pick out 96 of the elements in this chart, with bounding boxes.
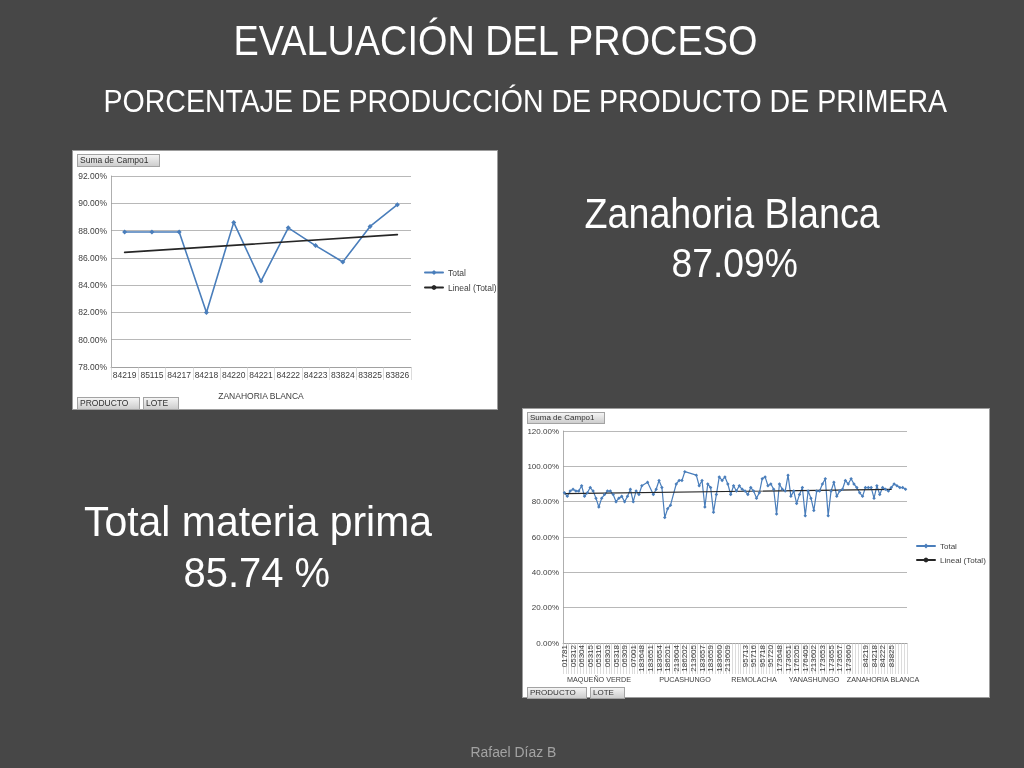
legend-label: Total	[940, 541, 958, 551]
x-tick-label: 95720	[766, 644, 776, 668]
x-tick-label: 173653	[817, 644, 827, 672]
x-tick-label: 173657	[835, 644, 845, 672]
x-tick-label: 176405	[800, 644, 810, 672]
annotation: REMOLACHA	[730, 675, 777, 684]
x-tick-label: 213605	[688, 644, 698, 672]
x-tick-label: 173648	[774, 644, 784, 672]
x-tick-label: 84221	[249, 369, 274, 380]
x-tick-label: 213602	[809, 644, 819, 672]
y-tick-label: 78.00%	[78, 362, 108, 372]
x-tick-label: 183660	[714, 644, 724, 672]
field-button: LOTE	[143, 397, 180, 410]
annotation: MAQUEÑO VERDE	[566, 675, 631, 684]
field-button: PRODUCTO	[77, 397, 140, 410]
x-tick-label: 01781	[559, 644, 569, 668]
x-tick-label: 06309	[620, 644, 630, 668]
point	[149, 229, 155, 235]
field-button: Suma de Campo1	[527, 412, 606, 424]
point	[122, 229, 128, 235]
y-tick-label: 90.00%	[78, 198, 108, 209]
x-tick-label: 183651	[645, 644, 655, 672]
field-button: PRODUCTO	[527, 687, 587, 699]
x-tick-label: 06304	[577, 644, 587, 668]
y-tick-label: 100.00%	[527, 461, 559, 471]
x-tick-label: 213604	[671, 644, 681, 672]
x-tick-label: 183654	[654, 644, 664, 672]
text: 85.74 %	[183, 548, 331, 596]
x-tick-label: 83825	[886, 644, 896, 668]
annotation: PUCASHUNGO	[659, 675, 711, 684]
legend-label: Total	[448, 267, 467, 278]
x-tick-label: 83826	[385, 369, 410, 380]
y-tick-label: 20.00%	[531, 603, 559, 613]
x-tick-label: 213609	[723, 644, 733, 672]
x-tick-label: 186201	[663, 644, 673, 672]
x-tick-label: 84222	[276, 369, 301, 380]
y-tick-label: 82.00%	[78, 307, 108, 318]
point	[340, 259, 346, 265]
point	[258, 278, 264, 284]
x-tick-label: 84219	[860, 644, 870, 668]
x-tick-label: 173655	[826, 644, 836, 672]
point	[285, 225, 291, 231]
text: PORCENTAJE DE PRODUCCIÓN DE PRODUCTO DE PRIMERA	[102, 84, 947, 119]
y-tick-label: 80.00%	[78, 334, 108, 345]
y-tick-label: 88.00%	[78, 225, 108, 236]
legend-label: Lineal (Total)	[940, 555, 987, 565]
annotation: YANASHUNGO	[788, 675, 840, 684]
y-tick-label: 86.00%	[78, 252, 108, 263]
y-tick-label: 0.00%	[536, 638, 559, 648]
y-tick-label: 84.00%	[78, 280, 108, 291]
x-tick-label: 183648	[637, 644, 647, 672]
x-tick-label: 183659	[706, 644, 716, 672]
x-tick-label: 95718	[757, 644, 767, 668]
text: EVALUACIÓN DEL PROCESO	[232, 16, 757, 65]
text: 87.09%	[671, 239, 798, 286]
point	[313, 243, 319, 249]
text: Rafael Díaz B	[469, 743, 556, 760]
x-tick-label: 173651	[783, 644, 793, 672]
point	[394, 202, 400, 208]
point	[176, 229, 182, 235]
text: Total materia prima	[84, 497, 433, 545]
x-tick-label: 83824	[331, 369, 355, 380]
x-tick-label: 186202	[680, 644, 690, 672]
point	[231, 219, 237, 225]
x-tick-label: 84217	[167, 369, 192, 380]
y-tick-label: 80.00%	[531, 497, 559, 507]
field-button: LOTE	[590, 687, 625, 699]
x-tick-label: 84222	[878, 644, 888, 668]
x-tick-label: 84223	[303, 369, 328, 380]
x-tick-label: 07001	[628, 644, 638, 668]
x-tick-label: 84218	[869, 644, 879, 668]
x-tick-label: 95716	[749, 644, 759, 668]
annotation: ZANAHORIA BLANCA	[846, 675, 919, 684]
x-tick-label: 05312	[568, 644, 578, 668]
y-tick-label: 120.00%	[527, 426, 559, 436]
x-tick-label: 84219	[112, 369, 137, 380]
point	[367, 223, 373, 229]
x-tick-label: 84220	[221, 369, 246, 380]
x-tick-label: 05316	[594, 644, 604, 668]
x-tick-label: 83825	[358, 369, 383, 380]
legend-label: Lineal (Total)	[448, 282, 497, 293]
y-tick-label: 92.00%	[78, 171, 108, 181]
y-tick-label: 60.00%	[531, 532, 559, 542]
x-tick-label: 176205	[792, 644, 802, 672]
x-tick-label: 85115	[140, 369, 164, 380]
x-tick-label: 06303	[602, 644, 612, 668]
x-tick-label: 05315	[585, 644, 595, 668]
x-tick-label: 84218	[194, 369, 219, 380]
text: Zanahoria Blanca	[584, 189, 880, 237]
x-tick-label: 183657	[697, 644, 707, 672]
x-tick-label: 05318	[611, 644, 621, 668]
x-tick-label: 95713	[740, 644, 750, 668]
x-axis-title: ZANAHORIA BLANCA	[218, 390, 305, 401]
field-button: Suma de Campo1	[77, 154, 160, 167]
y-tick-label: 40.00%	[531, 567, 559, 577]
x-tick-label: 173660	[843, 644, 853, 672]
